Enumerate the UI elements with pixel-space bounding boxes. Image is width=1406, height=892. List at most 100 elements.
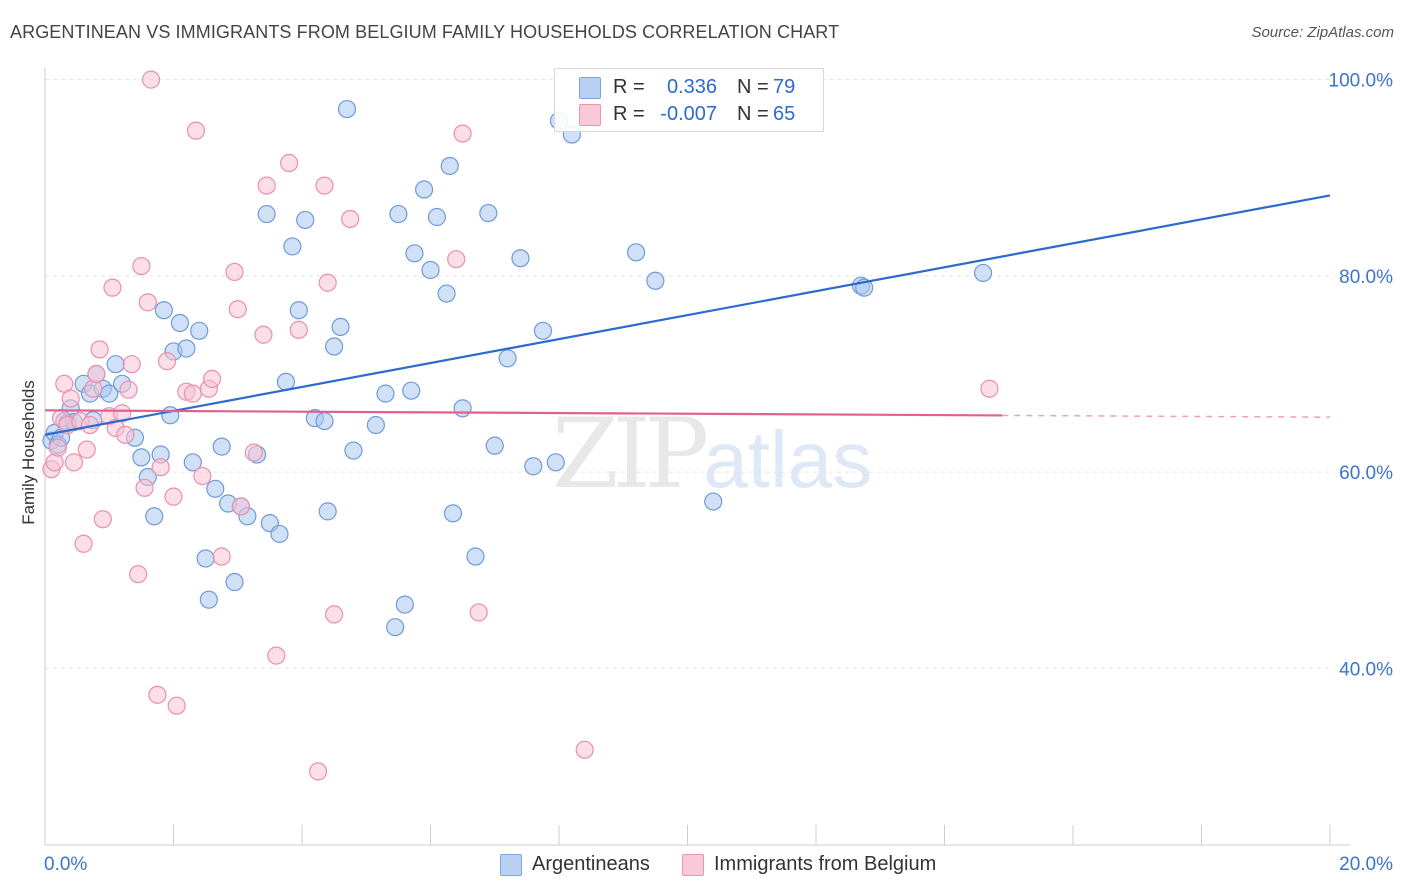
belgium-point	[244, 443, 263, 462]
argentineans-point	[511, 249, 530, 268]
argentineans-point	[414, 180, 434, 199]
belgium-point	[575, 740, 594, 759]
belgium-point	[48, 438, 67, 457]
belgium-point	[135, 478, 154, 497]
belgium-point	[212, 547, 231, 566]
argentineans-point	[315, 412, 334, 431]
argentineans-point	[337, 99, 357, 119]
argentineans-point	[145, 507, 164, 526]
belgium-point	[183, 384, 202, 403]
stats-legend-row-belgium: R = -0.007 N = 65	[555, 101, 823, 127]
argentineans-point	[389, 204, 408, 224]
belgium-point	[151, 458, 170, 477]
argentineans-point	[421, 260, 440, 280]
belgium-point	[447, 250, 466, 269]
belgium-point	[267, 646, 286, 665]
belgium-point	[132, 256, 151, 276]
x-tick-label: 0.0%	[44, 854, 87, 875]
argentineans-point	[183, 453, 202, 472]
belgium-point	[64, 453, 84, 472]
argentineans-point	[225, 572, 244, 592]
argentineans-point	[206, 479, 225, 498]
argentineans-point	[170, 313, 190, 333]
belgium-point	[141, 70, 161, 89]
r-value: -0.007	[660, 103, 717, 125]
argentineans-point	[437, 284, 456, 303]
belgium-point	[469, 603, 488, 622]
argentineans-point	[626, 243, 646, 262]
belgium-point	[257, 176, 276, 195]
belgium-point	[453, 124, 472, 143]
argentineans-point	[402, 381, 421, 400]
argentineans-point	[318, 502, 337, 521]
y-tick-label: 60.0%	[1339, 463, 1393, 484]
belgium-point	[138, 293, 157, 312]
belgium-point	[254, 325, 273, 344]
belgium-point	[87, 364, 106, 384]
argentineans-point	[973, 263, 993, 283]
argentineans-point	[283, 237, 302, 256]
belgium-point	[308, 762, 328, 781]
argentineans-point	[161, 406, 180, 425]
argentineans-point	[344, 441, 363, 460]
belgium-point	[280, 153, 299, 173]
belgium-point	[315, 176, 334, 195]
belgium-point	[325, 605, 344, 624]
belgium-point	[119, 380, 138, 399]
argentineans-point	[196, 549, 215, 568]
argentineans-point	[524, 457, 543, 476]
r-label: R =	[613, 103, 645, 125]
argentineans-point	[270, 524, 289, 544]
stats-legend: R = 0.336 N = 79 R = -0.007 N = 65	[554, 68, 824, 132]
belgium-point	[164, 487, 183, 506]
belgium-trendline-extension	[1002, 414, 1331, 418]
r-value: 0.336	[666, 76, 717, 98]
belgium-point	[90, 340, 109, 359]
belgium-trendline	[44, 409, 1003, 417]
argentineans-point	[427, 207, 447, 227]
argentineans-point	[212, 437, 231, 456]
legend-label: Argentineans	[532, 853, 650, 875]
argentineans-point	[479, 203, 498, 223]
n-value: 79	[773, 76, 796, 98]
belgium-point	[93, 510, 112, 529]
argentineans-point	[296, 210, 315, 230]
belgium-point	[228, 300, 247, 319]
argentineans-point	[646, 271, 665, 290]
belgium-swatch	[579, 104, 601, 126]
belgium-point	[122, 355, 141, 374]
argentineans-point	[443, 504, 463, 523]
legend-label: Immigrants from Belgium	[714, 853, 937, 875]
argentineans-point	[154, 301, 173, 320]
belgium-point	[186, 121, 206, 140]
stats-legend-row-argentineans: R = 0.336 N = 79	[555, 74, 823, 100]
argentineans-point	[199, 590, 218, 609]
watermark: ZIPatlas	[552, 398, 872, 510]
belgium-point	[225, 262, 244, 282]
argentineans-point	[533, 321, 553, 340]
argentineans-swatch	[579, 77, 601, 99]
argentineans-point	[440, 156, 459, 176]
belgium-legend-swatch	[682, 854, 704, 876]
argentineans-point	[485, 436, 504, 455]
argentineans-point	[395, 595, 414, 614]
y-axis-label: Family Households	[19, 380, 38, 525]
argentineans-point	[366, 415, 385, 435]
belgium-point	[77, 440, 96, 459]
chart-source: Source: ZipAtlas.com	[1251, 24, 1394, 41]
y-tick-label: 40.0%	[1339, 659, 1393, 680]
series-legend: Argentineans Immigrants from Belgium	[0, 852, 1406, 878]
belgium-point	[157, 352, 177, 371]
argentineans-point	[132, 448, 151, 467]
argentineans-point	[405, 244, 424, 263]
watermark-atlas: atlas	[703, 415, 873, 504]
belgium-point	[148, 685, 167, 704]
argentineans-point	[704, 492, 723, 511]
argentineans-point	[325, 337, 344, 356]
chart-title: ARGENTINEAN VS IMMIGRANTS FROM BELGIUM F…	[10, 22, 840, 42]
argentineans-point	[376, 384, 395, 403]
n-label: N =	[737, 103, 769, 125]
argentineans-point	[177, 339, 196, 358]
belgium-point	[193, 466, 212, 486]
n-value: 65	[773, 103, 796, 125]
